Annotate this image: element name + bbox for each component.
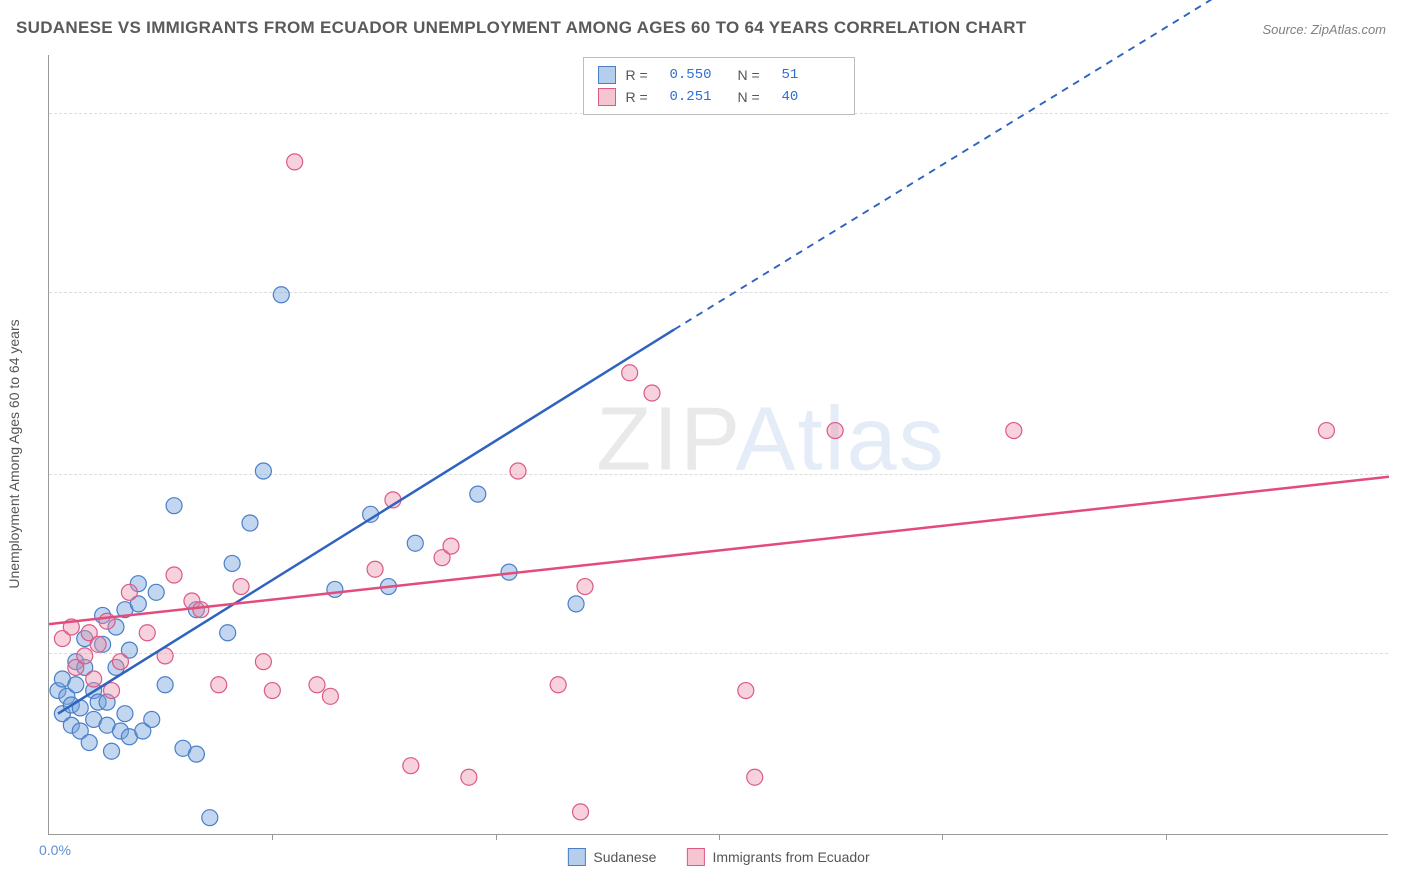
data-point (622, 365, 638, 381)
data-point (573, 804, 589, 820)
data-point (144, 711, 160, 727)
data-point (550, 677, 566, 693)
data-point (470, 486, 486, 502)
y-tick-label: 18.8% (1394, 284, 1406, 300)
data-point (407, 535, 423, 551)
data-point (309, 677, 325, 693)
data-point (738, 683, 754, 699)
data-point (287, 154, 303, 170)
data-point (233, 579, 249, 595)
r-label: R = (626, 86, 660, 108)
data-point (403, 758, 419, 774)
data-point (242, 515, 258, 531)
r-value-sudanese: 0.550 (670, 64, 728, 86)
x-tick (272, 834, 273, 840)
legend-row-ecuador: R = 0.251 N = 40 (598, 86, 840, 108)
data-point (112, 654, 128, 670)
legend-item-sudanese: Sudanese (567, 848, 656, 866)
legend-row-sudanese: R = 0.550 N = 51 (598, 64, 840, 86)
correlation-legend: R = 0.550 N = 51 R = 0.251 N = 40 (583, 57, 855, 115)
legend-label-ecuador: Immigrants from Ecuador (712, 849, 869, 865)
n-value-sudanese: 51 (782, 64, 840, 86)
data-point (104, 743, 120, 759)
legend-item-ecuador: Immigrants from Ecuador (686, 848, 869, 866)
data-point (157, 677, 173, 693)
data-point (327, 581, 343, 597)
data-point (193, 602, 209, 618)
data-point (121, 584, 137, 600)
data-point (86, 671, 102, 687)
n-label: N = (738, 86, 772, 108)
data-point (99, 613, 115, 629)
r-label: R = (626, 64, 660, 86)
swatch-ecuador (598, 88, 616, 106)
r-value-ecuador: 0.251 (670, 86, 728, 108)
data-point (577, 579, 593, 595)
x-axis-origin-label: 0.0% (39, 842, 71, 858)
y-tick-label: 25.0% (1394, 105, 1406, 121)
data-point (117, 706, 133, 722)
x-tick (942, 834, 943, 840)
n-label: N = (738, 64, 772, 86)
x-tick (719, 834, 720, 840)
trend-line (58, 329, 674, 713)
data-point (322, 688, 338, 704)
data-point (202, 810, 218, 826)
data-point (139, 625, 155, 641)
scatter-plot-svg (49, 55, 1388, 834)
data-point (644, 385, 660, 401)
data-point (90, 636, 106, 652)
data-point (443, 538, 459, 554)
data-point (1318, 423, 1334, 439)
y-tick-label: 6.3% (1394, 645, 1406, 661)
data-point (568, 596, 584, 612)
chart-title: SUDANESE VS IMMIGRANTS FROM ECUADOR UNEM… (16, 18, 1027, 38)
data-point (166, 498, 182, 514)
data-point (148, 584, 164, 600)
x-axis-max-label: 30.0% (1394, 842, 1406, 858)
data-point (367, 561, 383, 577)
swatch-icon (686, 848, 704, 866)
legend-label-sudanese: Sudanese (593, 849, 656, 865)
data-point (166, 567, 182, 583)
data-point (1006, 423, 1022, 439)
data-point (255, 654, 271, 670)
data-point (81, 735, 97, 751)
data-point (188, 746, 204, 762)
data-point (220, 625, 236, 641)
trend-line-dashed (674, 0, 1299, 329)
data-point (77, 648, 93, 664)
data-point (827, 423, 843, 439)
data-point (510, 463, 526, 479)
y-axis-title: Unemployment Among Ages 60 to 64 years (6, 319, 22, 588)
x-tick (496, 834, 497, 840)
data-point (264, 683, 280, 699)
n-value-ecuador: 40 (782, 86, 840, 108)
data-point (211, 677, 227, 693)
trend-line (49, 477, 1389, 624)
data-point (255, 463, 271, 479)
source-attribution: Source: ZipAtlas.com (1262, 22, 1386, 37)
swatch-icon (567, 848, 585, 866)
chart-plot-area: ZIPAtlas 6.3%12.5%18.8%25.0% R = 0.550 N… (48, 55, 1388, 835)
series-legend: Sudanese Immigrants from Ecuador (567, 848, 869, 866)
y-tick-label: 12.5% (1394, 466, 1406, 482)
x-tick (1166, 834, 1167, 840)
data-point (68, 677, 84, 693)
data-point (461, 769, 477, 785)
swatch-sudanese (598, 66, 616, 84)
data-point (224, 555, 240, 571)
data-point (273, 287, 289, 303)
data-point (747, 769, 763, 785)
